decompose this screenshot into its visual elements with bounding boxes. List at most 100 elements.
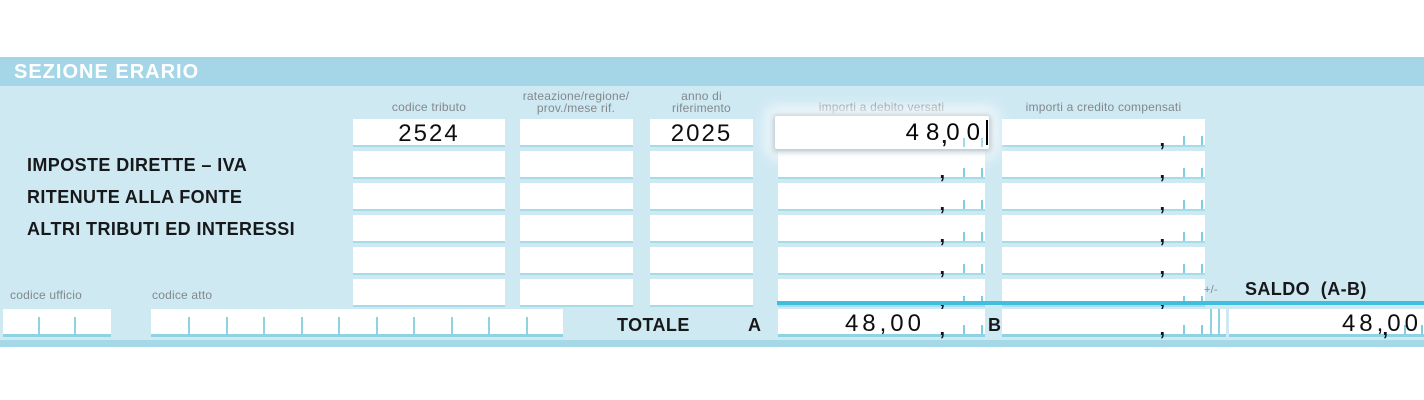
cents-tick xyxy=(981,200,983,209)
saldo-sign-field[interactable] xyxy=(1204,309,1226,337)
cents-tick xyxy=(963,264,965,273)
anno-riferimento-cell[interactable] xyxy=(650,151,753,179)
importo-credito-cell[interactable]: , xyxy=(1002,119,1205,151)
totale-b-letter: B xyxy=(988,315,1002,335)
decimal-comma: , xyxy=(1159,289,1165,311)
rateazione-cell[interactable] xyxy=(520,119,633,147)
cell-divider xyxy=(376,317,378,334)
totale-label: TOTALE xyxy=(617,315,690,335)
cents-tick xyxy=(963,138,965,147)
importo-debito-input-active[interactable]: , 4800 xyxy=(775,116,989,149)
codice-atto-field[interactable] xyxy=(151,309,563,337)
importo-credito-cell[interactable]: , xyxy=(1002,215,1205,247)
section-header-bar: SEZIONE ERARIO xyxy=(0,57,1424,86)
row-label-imposte-dirette-iva: IMPOSTE DIRETTE – IVA xyxy=(27,155,248,175)
codice-tributo-cell[interactable] xyxy=(353,279,505,307)
codice-tributo-cell[interactable] xyxy=(353,151,505,179)
importo-debito-cell[interactable]: , xyxy=(778,247,985,278)
totale-credito-field[interactable]: , xyxy=(1002,309,1205,340)
codice-ufficio-label: codice ufficio xyxy=(10,288,82,302)
decimal-comma: , xyxy=(1159,318,1165,340)
cents-tick xyxy=(981,264,983,273)
rateazione-cell[interactable] xyxy=(520,183,633,211)
cents-tick xyxy=(1183,296,1185,305)
cell-divider xyxy=(451,317,453,334)
section-title: SEZIONE ERARIO xyxy=(14,61,200,83)
anno-riferimento-cell[interactable] xyxy=(650,119,753,147)
cents-tick xyxy=(981,325,983,334)
plus-minus-label: +/- xyxy=(1204,284,1218,296)
cents-tick xyxy=(1183,168,1185,177)
rateazione-cell[interactable] xyxy=(520,215,633,243)
cents-tick xyxy=(1183,264,1185,273)
decimal-comma: , xyxy=(1159,257,1165,279)
importo-debito-cell[interactable]: , xyxy=(778,151,985,183)
decimal-comma: , xyxy=(1159,161,1165,183)
totale-debito-field[interactable]: , xyxy=(778,309,985,339)
totale-a-letter: A xyxy=(748,315,762,335)
importo-debito-cell[interactable]: , xyxy=(778,183,985,215)
cents-tick xyxy=(963,296,965,305)
rateazione-cell[interactable] xyxy=(520,247,633,275)
cents-tick xyxy=(963,325,965,334)
codice-tributo-cell[interactable] xyxy=(353,119,505,147)
cents-tick xyxy=(1183,232,1185,241)
codice-ufficio-field[interactable] xyxy=(3,309,111,337)
row-label-altri-tributi: ALTRI TRIBUTI ED INTERESSI xyxy=(27,219,296,239)
anno-riferimento-cell[interactable] xyxy=(650,279,753,307)
cents-tick xyxy=(981,232,983,241)
cents-tick xyxy=(981,168,983,177)
cents-tick xyxy=(1421,325,1423,334)
cell-divider xyxy=(226,317,228,334)
codice-tributo-cell[interactable] xyxy=(353,247,505,275)
cell-divider xyxy=(338,317,340,334)
codice-tributo-cell[interactable] xyxy=(353,183,505,211)
saldo-value: 48,00 xyxy=(1341,310,1422,337)
decimal-comma: , xyxy=(1382,318,1388,340)
importo-credito-cell[interactable]: , xyxy=(1002,247,1205,279)
saldo-field[interactable]: , xyxy=(1229,309,1424,340)
cents-tick xyxy=(1201,168,1203,177)
importo-debito-value: 4800 xyxy=(905,119,987,146)
decimal-comma: , xyxy=(1159,193,1165,215)
decimal-comma: , xyxy=(939,193,945,215)
column-header-importi-credito: importi a credito compensati xyxy=(1025,100,1182,114)
cell-divider xyxy=(263,317,265,334)
cell-divider xyxy=(413,317,415,334)
cents-tick xyxy=(1201,325,1203,334)
column-header-rateazione-line2: prov./mese rif. xyxy=(536,101,616,115)
importo-credito-cell[interactable]: , xyxy=(1002,151,1205,183)
form-bottom-edge xyxy=(0,340,1424,347)
decimal-comma: , xyxy=(939,225,945,247)
decimal-comma: , xyxy=(1159,129,1165,151)
rateazione-cell[interactable] xyxy=(520,279,633,307)
cents-tick xyxy=(1183,136,1185,145)
anno-riferimento-cell[interactable] xyxy=(650,183,753,211)
column-header-anno-line1: anno di xyxy=(681,89,722,103)
column-header-importi-debito: importi a debito versati xyxy=(818,100,945,114)
total-rule xyxy=(777,301,1424,305)
codice-atto-label: codice atto xyxy=(152,288,213,302)
anno-riferimento-cell[interactable] xyxy=(650,247,753,275)
cell-divider xyxy=(74,317,76,334)
cents-tick xyxy=(1404,325,1406,334)
cents-tick xyxy=(981,296,983,305)
decimal-comma: , xyxy=(939,161,945,183)
cell-divider xyxy=(188,317,190,334)
column-header-codice-tributo: codice tributo xyxy=(391,100,467,114)
codice-tributo-cell[interactable] xyxy=(353,215,505,243)
cell-divider xyxy=(301,317,303,334)
decimal-comma: , xyxy=(941,126,947,148)
cell-divider xyxy=(1210,309,1212,334)
totale-debito-value: 48,00 xyxy=(844,310,925,337)
importo-debito-cell[interactable]: , xyxy=(778,215,985,247)
row-label-ritenute-alla-fonte: RITENUTE ALLA FONTE xyxy=(27,187,243,207)
cents-tick xyxy=(1183,325,1185,334)
anno-riferimento-cell[interactable] xyxy=(650,215,753,243)
column-header-anno-line2: riferimento xyxy=(672,101,731,115)
importo-credito-cell[interactable]: , xyxy=(1002,183,1205,215)
decimal-comma: , xyxy=(1159,225,1165,247)
rateazione-cell[interactable] xyxy=(520,151,633,179)
cents-tick xyxy=(1201,232,1203,241)
anno-riferimento-value: 2025 xyxy=(670,120,733,147)
